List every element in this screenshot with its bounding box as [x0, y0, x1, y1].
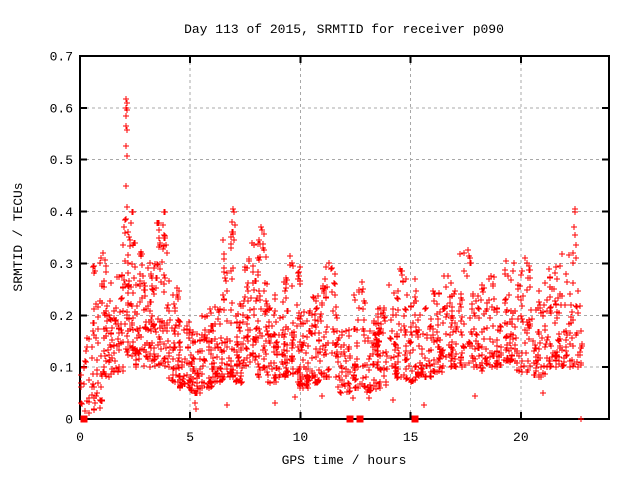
data-points-layer	[78, 96, 585, 423]
y-tick-label: 0.6	[50, 101, 73, 116]
x-tick-label: 5	[186, 430, 194, 445]
plot-border	[79, 55, 610, 420]
tick-labels-layer: 0 5 10 15 20 0 0.1 0.2 0.3 0.4 0.5 0.6 0.7	[50, 50, 529, 446]
y-tick-label: 0.7	[50, 50, 73, 65]
y-tick-label: 0	[65, 413, 73, 428]
y-tick-label: 0.4	[50, 205, 74, 220]
labels-layer: Day 113 of 2015, SRMTID for receiver p09…	[11, 22, 504, 468]
y-tick-label: 0.1	[50, 361, 74, 376]
zero-square-marker	[346, 415, 354, 423]
zero-square-marker	[356, 415, 364, 423]
y-tick-label: 0.2	[50, 309, 73, 324]
zero-square-marker	[411, 415, 419, 423]
y-tick-label: 0.3	[50, 257, 73, 272]
chart-title: Day 113 of 2015, SRMTID for receiver p09…	[184, 22, 504, 37]
y-axis-label: SRMTID / TECUs	[11, 182, 26, 291]
zero-square-marker	[80, 415, 88, 423]
scatter-points	[78, 96, 585, 422]
y-tick-label: 0.5	[50, 153, 73, 168]
x-tick-label: 10	[293, 430, 309, 445]
x-axis-label: GPS time / hours	[282, 453, 407, 468]
x-tick-label: 20	[513, 430, 529, 445]
x-tick-label: 15	[403, 430, 419, 445]
x-tick-label: 0	[76, 430, 84, 445]
axes-layer	[79, 55, 610, 420]
